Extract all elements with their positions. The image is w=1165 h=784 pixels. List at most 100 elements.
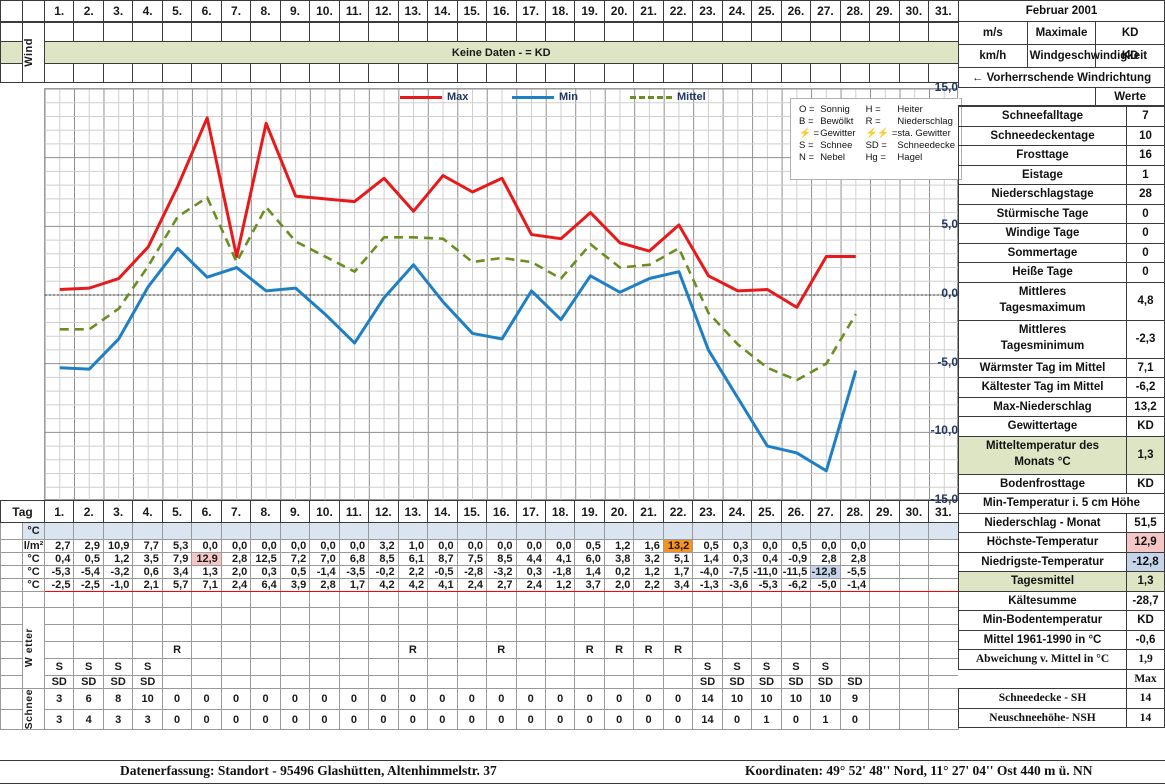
weather-cell-w1-23: [692, 607, 723, 625]
weather-cell-w4-28: [839, 658, 871, 676]
weather-cell-w3-14: [427, 641, 458, 659]
cell-tmin-29: [869, 565, 900, 579]
cell-tmax-21: 3,2: [633, 552, 664, 566]
wind-cell-top-23: [692, 22, 723, 42]
weather-cell-w5-15: [456, 675, 488, 689]
cell-tmean-25: -5,3: [751, 578, 782, 592]
separator-cell-26: [780, 591, 812, 608]
symbol-key-left-1: B =: [799, 115, 814, 127]
weather-cell-w5-2: SD: [73, 675, 104, 689]
weather-cell-w3-6: [191, 641, 222, 659]
stat-k-ltester-tag-im-mittel-value: -6,2: [1126, 377, 1165, 398]
y-tick-label-3: 0,0: [941, 286, 958, 300]
snow-cell-sh-8: 0: [250, 688, 281, 710]
weather-cell-w2-29: [869, 624, 900, 642]
separator-cell-5: [161, 591, 193, 608]
snow-cell-nsh-24: 0: [721, 708, 753, 731]
wind-cell-top-16: [486, 22, 517, 42]
day-header-strip: 1. 2. 3. 4. 5. 6. 7. 8. 9. 10. 11. 12. 13. 14. 15. 16. 1…: [0, 0, 959, 22]
cell-minsoil-19: [574, 522, 605, 540]
stat-niederschlagstage: Niederschlagstage 28: [958, 184, 1165, 205]
cell-tmean-12: 4,2: [368, 578, 399, 592]
snow-spacer-sh: [0, 688, 23, 710]
weather-cell-w5-23: SD: [692, 675, 723, 689]
cell-minsoil-18: [544, 522, 576, 540]
cell-precip-15: 0,0: [456, 539, 488, 553]
wind-cell-top-8: [250, 22, 281, 42]
wind-cell-top-6: [191, 22, 222, 42]
wind-cell-bottom-6: [191, 63, 222, 83]
snow-cell-sh-16: 0: [486, 688, 517, 710]
weather-cell-w4-17: [515, 658, 546, 676]
weather-cell-w5-21: [633, 675, 664, 689]
cell-tmin-6: 1,3: [191, 565, 222, 579]
weather-cell-w2-17: [515, 624, 546, 642]
weather-cell-w5-30: [898, 675, 930, 689]
cell-tmean-19: 3,7: [574, 578, 605, 592]
cell-tmax-29: [869, 552, 900, 566]
wind-cell-bottom-5: [161, 63, 193, 83]
snow-section-label: Schnee: [22, 687, 45, 731]
wind-cell-top-12: [368, 22, 399, 42]
cell-tmax-13: 6,1: [397, 552, 429, 566]
daily-values-table: Tag 1. 2. 3. 4. 5. 6. 7. 8. 9. 10. 11. 12. 13. 14. 15. 1…: [0, 500, 959, 731]
wind-cell-bottom-20: [603, 63, 635, 83]
symbol-text-left-1: Bewölkt: [820, 115, 854, 127]
cell-tmin-11: -3,5: [338, 565, 370, 579]
weather-cell-w2-7: [220, 624, 252, 642]
corner-cell-a: [0, 0, 23, 22]
weather-cell-w1-25: [751, 607, 782, 625]
weather-cell-w2-9: [279, 624, 311, 642]
snow-cell-nsh-22: 0: [662, 708, 694, 731]
cell-tmean-29: [869, 578, 900, 592]
stat-max-niederschlag-label: Max-Niederschlag: [958, 396, 1127, 417]
wind-cell-top-17: [515, 22, 546, 42]
day-header-26: 26.: [780, 0, 812, 22]
weather-cell-w4-19: [574, 658, 605, 676]
stat-h-chste-temperatur: Höchste-Temperatur 12,9: [958, 532, 1165, 553]
cell-tmean-17: 2,4: [515, 578, 546, 592]
stat-min-temperatur-i-5-cm-h-he-label: Min-Temperatur i. 5 cm Höhe: [958, 493, 1165, 514]
y-tick-label-0: 15,0: [934, 80, 958, 94]
day-header-9: 9.: [279, 0, 311, 22]
weather-cell-w5-18: [544, 675, 576, 689]
legend-swatch-min: [512, 95, 554, 99]
symbol-text-right-0: Heiter: [897, 103, 923, 115]
weather-cell-w5-24: SD: [721, 675, 753, 689]
stat-max-niederschlag-value: 13,2: [1126, 396, 1165, 417]
cell-minsoil-31: [928, 522, 959, 540]
stat-k-ltester-tag-im-mittel: Kältester Tag im Mittel -6,2: [958, 377, 1165, 398]
day-header-8: 8.: [250, 0, 281, 22]
stat-windige-tage-value: 0: [1126, 223, 1165, 244]
wind-cell-top-7: [220, 22, 252, 42]
cell-tmax-18: 4,1: [544, 552, 576, 566]
cell-precip-18: 0,0: [544, 539, 576, 553]
wind-cell-bottom-18: [544, 63, 576, 83]
weather-cell-w5-27: SD: [810, 675, 841, 689]
table-row-precip: l/m² 2,7 2,9 10,9 7,7 5,3 0,0 0,0 0,0 0,0 0,0 0,0 3,…: [0, 539, 959, 553]
data-day-header-3: 3.: [102, 500, 134, 523]
weather-cell-w5-11: [338, 675, 370, 689]
separator-cell-10: [309, 591, 340, 608]
snow-cell-nsh-18: 0: [544, 708, 576, 731]
cell-precip-5: 5,3: [161, 539, 193, 553]
weather-cell-w1-16: [486, 607, 517, 625]
snow-cell-nsh-5: 0: [161, 708, 193, 731]
weather-cell-w1-19: [574, 607, 605, 625]
data-day-header-6: 6.: [191, 500, 222, 523]
stat-neuschneeh-he-nsh: Neuschneehöhe- NSH 14: [958, 707, 1165, 728]
data-day-header-19: 19.: [574, 500, 605, 523]
max-header-row: Max: [958, 668, 1165, 689]
cell-tmean-23: -1,3: [692, 578, 723, 592]
cell-minsoil-11: [338, 522, 370, 540]
separator-cell-18: [544, 591, 576, 608]
stat-st-rmische-tage-value: 0: [1126, 203, 1165, 224]
stat-frosttage-label: Frosttage: [958, 145, 1127, 166]
weather-cell-w4-26: S: [780, 658, 812, 676]
data-day-header-25: 25.: [751, 500, 782, 523]
weather-cell-w2-14: [427, 624, 458, 642]
cell-tmin-7: 2,0: [220, 565, 252, 579]
wind-cell-top-14: [427, 22, 458, 42]
separator-cell-15: [456, 591, 488, 608]
